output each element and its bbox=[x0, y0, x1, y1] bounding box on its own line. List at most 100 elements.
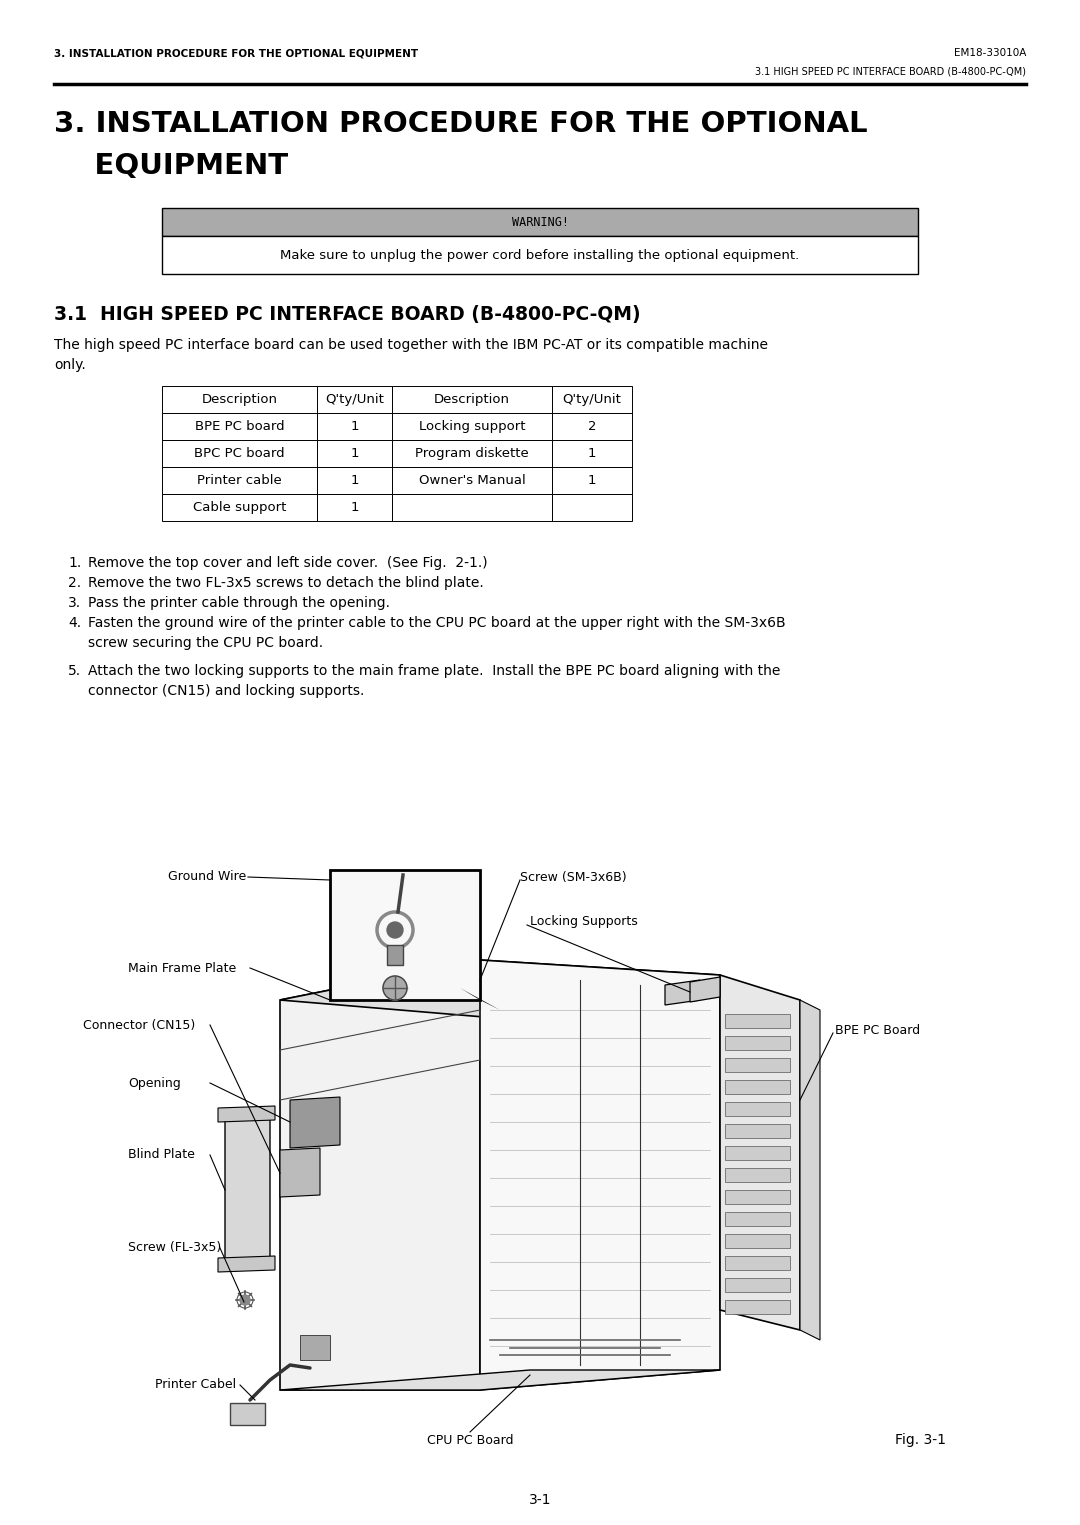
Text: Make sure to unplug the power cord before installing the optional equipment.: Make sure to unplug the power cord befor… bbox=[281, 249, 799, 261]
Text: 3. INSTALLATION PROCEDURE FOR THE OPTIONAL: 3. INSTALLATION PROCEDURE FOR THE OPTION… bbox=[54, 110, 867, 137]
Circle shape bbox=[383, 976, 407, 1000]
Text: BPE PC Board: BPE PC Board bbox=[835, 1023, 920, 1037]
Bar bbox=[392, 467, 552, 494]
Polygon shape bbox=[280, 1148, 320, 1197]
Bar bbox=[725, 1058, 789, 1072]
Bar bbox=[387, 946, 403, 965]
Text: Opening: Opening bbox=[129, 1077, 180, 1089]
Text: The high speed PC interface board can be used together with the IBM PC-AT or its: The high speed PC interface board can be… bbox=[54, 339, 768, 352]
Bar bbox=[725, 1299, 789, 1315]
Text: Remove the two FL-3x5 screws to detach the blind plate.: Remove the two FL-3x5 screws to detach t… bbox=[87, 576, 484, 590]
Text: only.: only. bbox=[54, 358, 85, 372]
Text: Connector (CN15): Connector (CN15) bbox=[83, 1019, 195, 1031]
Bar bbox=[552, 441, 632, 467]
Text: Locking Supports: Locking Supports bbox=[530, 915, 638, 929]
Bar bbox=[725, 1103, 789, 1116]
Bar bbox=[162, 441, 318, 467]
Text: 3-1: 3-1 bbox=[529, 1493, 551, 1507]
Bar bbox=[552, 386, 632, 413]
Bar bbox=[552, 467, 632, 494]
Text: Q'ty/Unit: Q'ty/Unit bbox=[325, 393, 383, 406]
Bar bbox=[725, 1124, 789, 1138]
Text: Description: Description bbox=[434, 393, 510, 406]
Text: Screw (FL-3x5): Screw (FL-3x5) bbox=[129, 1241, 221, 1255]
Text: BPE PC board: BPE PC board bbox=[194, 419, 284, 433]
Text: Ground Wire: Ground Wire bbox=[168, 871, 246, 883]
Bar bbox=[162, 236, 918, 274]
Bar bbox=[318, 413, 392, 441]
Polygon shape bbox=[280, 1369, 720, 1389]
Text: EM18-33010A: EM18-33010A bbox=[954, 47, 1026, 58]
Polygon shape bbox=[665, 981, 700, 1005]
Bar bbox=[725, 1190, 789, 1205]
Circle shape bbox=[240, 1295, 249, 1305]
Text: Main Frame Plate: Main Frame Plate bbox=[129, 961, 237, 974]
Bar bbox=[725, 1257, 789, 1270]
Bar bbox=[392, 413, 552, 441]
Text: Description: Description bbox=[202, 393, 278, 406]
Text: Printer cable: Printer cable bbox=[198, 474, 282, 486]
Text: 1: 1 bbox=[350, 419, 359, 433]
Bar bbox=[392, 386, 552, 413]
Polygon shape bbox=[280, 961, 480, 1389]
Polygon shape bbox=[218, 1106, 275, 1122]
Text: 5.: 5. bbox=[68, 663, 81, 679]
Polygon shape bbox=[291, 1096, 340, 1148]
Bar bbox=[725, 1145, 789, 1161]
Bar bbox=[725, 1080, 789, 1093]
Polygon shape bbox=[690, 978, 720, 1002]
Text: BPC PC board: BPC PC board bbox=[194, 447, 285, 461]
Bar bbox=[552, 494, 632, 522]
Text: Pass the printer cable through the opening.: Pass the printer cable through the openi… bbox=[87, 596, 390, 610]
Text: Program diskette: Program diskette bbox=[415, 447, 529, 461]
Polygon shape bbox=[225, 1118, 270, 1263]
Text: Printer Cabel: Printer Cabel bbox=[156, 1379, 237, 1391]
Bar bbox=[300, 1334, 330, 1360]
Bar bbox=[318, 494, 392, 522]
Text: 1: 1 bbox=[588, 474, 596, 486]
Bar bbox=[318, 386, 392, 413]
Bar bbox=[162, 386, 318, 413]
Text: WARNING!: WARNING! bbox=[512, 215, 568, 229]
Text: Q'ty/Unit: Q'ty/Unit bbox=[563, 393, 621, 406]
Text: EQUIPMENT: EQUIPMENT bbox=[54, 152, 288, 180]
Text: 1.: 1. bbox=[68, 557, 81, 570]
Polygon shape bbox=[800, 1000, 820, 1340]
Text: Screw (SM-3x6B): Screw (SM-3x6B) bbox=[519, 871, 626, 883]
Bar bbox=[318, 467, 392, 494]
Bar bbox=[725, 1278, 789, 1292]
Text: Remove the top cover and left side cover.  (See Fig.  2-1.): Remove the top cover and left side cover… bbox=[87, 557, 488, 570]
Polygon shape bbox=[480, 961, 720, 1389]
Bar bbox=[392, 494, 552, 522]
Text: 2.: 2. bbox=[68, 576, 81, 590]
Polygon shape bbox=[720, 974, 800, 1330]
Text: 3. INSTALLATION PROCEDURE FOR THE OPTIONAL EQUIPMENT: 3. INSTALLATION PROCEDURE FOR THE OPTION… bbox=[54, 47, 418, 58]
Bar bbox=[162, 467, 318, 494]
Bar bbox=[725, 1014, 789, 1028]
Text: 1: 1 bbox=[350, 474, 359, 486]
Text: Locking support: Locking support bbox=[419, 419, 525, 433]
Bar bbox=[162, 207, 918, 236]
Bar bbox=[725, 1168, 789, 1182]
Polygon shape bbox=[218, 1257, 275, 1272]
Text: 1: 1 bbox=[350, 502, 359, 514]
Text: 1: 1 bbox=[588, 447, 596, 461]
Bar bbox=[230, 1403, 265, 1424]
Text: 2: 2 bbox=[588, 419, 596, 433]
Bar bbox=[725, 1035, 789, 1051]
Text: connector (CN15) and locking supports.: connector (CN15) and locking supports. bbox=[87, 685, 364, 698]
Text: CPU PC Board: CPU PC Board bbox=[427, 1434, 513, 1447]
Bar bbox=[725, 1234, 789, 1247]
Bar bbox=[318, 441, 392, 467]
Text: 1: 1 bbox=[350, 447, 359, 461]
Text: Cable support: Cable support bbox=[193, 502, 286, 514]
Polygon shape bbox=[460, 988, 500, 1010]
Bar bbox=[552, 413, 632, 441]
Text: 3.: 3. bbox=[68, 596, 81, 610]
Text: Blind Plate: Blind Plate bbox=[129, 1148, 194, 1162]
Bar bbox=[162, 413, 318, 441]
Bar bbox=[725, 1212, 789, 1226]
Bar bbox=[162, 494, 318, 522]
Text: Owner's Manual: Owner's Manual bbox=[419, 474, 525, 486]
Text: Fig. 3-1: Fig. 3-1 bbox=[895, 1434, 946, 1447]
